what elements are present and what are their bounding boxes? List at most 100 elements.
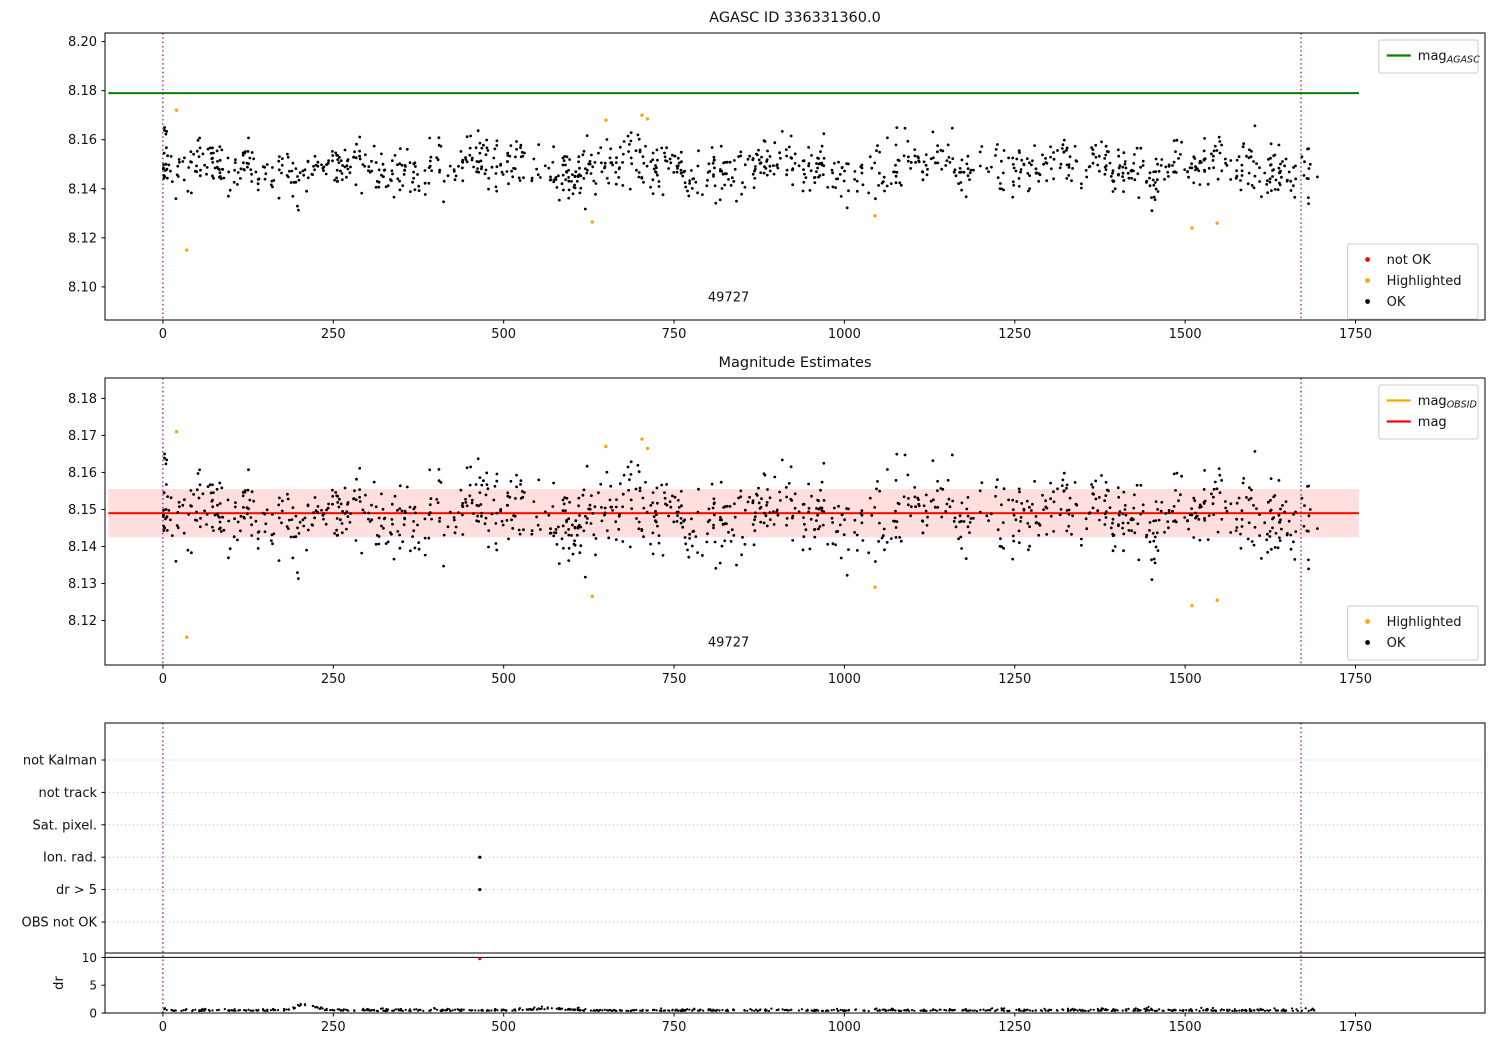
x-tick-label: 1750 (1339, 1020, 1372, 1035)
x-tick-label: 1500 (1169, 1020, 1202, 1035)
dr-outlier-point (478, 957, 482, 961)
flag-category-label: not track (38, 786, 97, 801)
axes-frame (104, 377, 1486, 666)
category-gridlines (105, 759, 1485, 923)
x-tick-label: 250 (321, 1020, 346, 1035)
obsid-boundary-lines (162, 378, 1302, 665)
x-tick-label: 1250 (998, 327, 1031, 342)
x-tick-label: 1250 (998, 1020, 1031, 1035)
legend-label: magOBSID (1418, 394, 1477, 411)
plot-title-magest: Magnitude Estimates (718, 355, 871, 371)
axes-frame (104, 722, 1486, 954)
y-tick-label: 8.15 (68, 503, 97, 518)
x-tick-label: 250 (321, 327, 346, 342)
y-tick-label: 8.16 (68, 133, 97, 148)
x-tick-label: 1500 (1169, 327, 1202, 342)
legend-label: mag (1418, 415, 1447, 430)
x-tick-label: 750 (662, 672, 687, 687)
obsid-boundary-lines (162, 33, 1302, 320)
y-tick-label: 8.18 (68, 84, 97, 99)
legend-label: not OK (1387, 253, 1432, 268)
flag-category-label: not Kalman (23, 754, 97, 769)
legend-marker-sample (1365, 299, 1370, 304)
y-tick-label: 8.16 (68, 466, 97, 481)
y-axis: 8.10 8.12 8.14 8.16 8.18 8.20 (68, 35, 105, 295)
y-axis: 8.12 8.13 8.14 8.15 8.16 8.17 8.18 (68, 392, 105, 629)
x-tick-label: 1250 (998, 672, 1031, 687)
dr-outlier-points (478, 957, 482, 961)
highlighted-points (174, 430, 1219, 639)
legend-mag-agasc: magAGASC (1378, 39, 1480, 74)
ok-points (161, 450, 1319, 581)
y-tick-label: 8.12 (68, 231, 97, 246)
flag-category-label: Sat. pixel. (33, 818, 97, 833)
legend-marker-sample (1365, 257, 1370, 262)
x-tick-label: 1750 (1339, 327, 1372, 342)
x-tick-label: 500 (491, 1020, 516, 1035)
highlighted-points (174, 108, 1219, 252)
legend-box (1378, 384, 1479, 440)
x-tick-label: 1500 (1169, 672, 1202, 687)
y-tick-label: 0 (89, 1007, 97, 1021)
y-tick-label: 8.14 (68, 182, 97, 197)
ok-points (161, 124, 1319, 213)
legend-marker-sample (1365, 640, 1370, 645)
x-tick-label: 250 (321, 672, 346, 687)
y-axis: 0 5 10 (82, 951, 105, 1021)
y-tick-label: 8.17 (68, 429, 97, 444)
y-tick-label: 8.12 (68, 614, 97, 629)
axes-frame (104, 952, 1486, 1014)
legend-mag-lines: magOBSID mag (1378, 384, 1479, 440)
legend-label: Highlighted (1387, 274, 1462, 289)
x-tick-label: 1000 (828, 1020, 861, 1035)
quality-flags-plot: not Kalman not track Sat. pixel. Ion. rad. d… (22, 722, 1486, 1013)
obsid-boundary-lines (162, 723, 1302, 1013)
magnitude-estimates-plot: 0 250 500 750 1000 1250 1500 17508.128.138.148.… (68, 355, 1486, 687)
dr-plot: 0 5 10 dr 0 250 500 750 1000 1250 1500 1750 (52, 951, 1486, 1035)
y-tick-label: 8.10 (68, 280, 97, 295)
legend-label: Highlighted (1387, 615, 1462, 630)
legend-label: magAGASC (1418, 49, 1480, 66)
x-tick-label: 1000 (828, 327, 861, 342)
x-tick-label: 500 (491, 327, 516, 342)
obsid-annotation: 49727 (708, 635, 749, 650)
y-tick-label: 8.13 (68, 577, 97, 592)
legend-marker-sample (1365, 278, 1370, 283)
x-tick-label: 0 (159, 327, 167, 342)
flag-points (478, 855, 482, 892)
plot-title-agasc: AGASC ID 336331360.0 (709, 10, 881, 26)
x-tick-label: 0 (159, 672, 167, 687)
x-tick-label: 500 (491, 672, 516, 687)
x-axis: 0 250 500 750 1000 1250 1500 1750 (159, 320, 1372, 342)
obsid-annotation: 49727 (708, 291, 749, 306)
x-axis: 0 250 500 750 1000 1250 1500 1750 (159, 1013, 1372, 1035)
y-tick-label: 8.14 (68, 540, 97, 555)
flag-category-label: dr > 5 (56, 883, 97, 898)
y-tick-label: 10 (82, 951, 97, 965)
x-tick-label: 1750 (1339, 672, 1372, 687)
legend-box (1347, 605, 1479, 661)
x-tick-label: 750 (662, 327, 687, 342)
x-axis: 0 250 500 750 1000 1250 1500 1750 (159, 665, 1372, 687)
flag-category-label: OBS not OK (22, 916, 98, 931)
legend-box (1347, 243, 1479, 320)
legend-label: OK (1387, 636, 1406, 651)
y-tick-label: 8.18 (68, 392, 97, 407)
legend-label: OK (1387, 295, 1406, 310)
y-tick-label: 8.20 (68, 35, 97, 50)
legend-quality-markers: Highlighted OK (1347, 605, 1479, 661)
y-tick-label: 5 (89, 979, 97, 993)
axes-frame (104, 32, 1486, 321)
flag-point (478, 855, 482, 859)
legend-quality-markers: not OK Highlighted OK (1347, 243, 1479, 320)
x-tick-label: 1000 (828, 672, 861, 687)
legend-marker-sample (1365, 619, 1370, 624)
agasc-plot: 0 250 500 750 1000 1250 1500 17508.108.128.148.… (68, 10, 1486, 342)
flag-category-label: Ion. rad. (43, 851, 97, 866)
y-axis: not Kalman not track Sat. pixel. Ion. rad. d… (22, 754, 105, 931)
legend-box (1378, 39, 1479, 74)
dr-points (163, 1002, 1316, 1013)
dr-axis-label: dr (52, 976, 67, 990)
